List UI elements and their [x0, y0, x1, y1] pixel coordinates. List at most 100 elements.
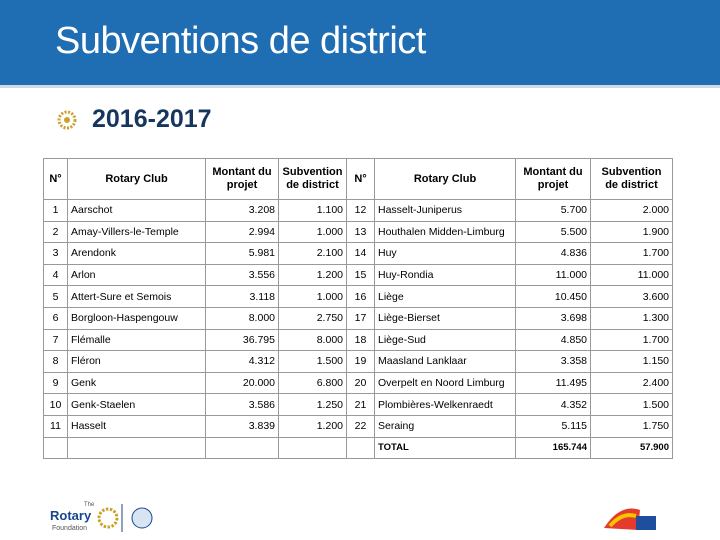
- header-bar: [0, 0, 720, 88]
- table-cell: 15: [346, 263, 375, 287]
- table-row: 4 Arlon 3.556 1.200 15 Huy-Rondia 11.000 11.000: [43, 263, 673, 287]
- table-row: 8 Fléron 4.312 1.500 19 Maasland Lanklaar 3.35…: [43, 350, 673, 373]
- table-row: 5 Attert-Sure et Semois 3.118 1.000 16 Liège 1…: [43, 285, 673, 308]
- table-cell: 6: [43, 306, 68, 330]
- table-row: 11 Hasselt 3.839 1.200 22 Seraing 5.115 1.750: [43, 414, 673, 438]
- table-cell: 3.118: [205, 285, 279, 308]
- column-header: Subvention de district: [590, 158, 673, 200]
- table-cell: 14: [346, 242, 375, 265]
- table-cell: 5.700: [515, 199, 591, 222]
- table-cell: 1.750: [590, 414, 673, 438]
- table-cell: 8: [43, 350, 68, 373]
- table-cell: 18: [346, 328, 375, 352]
- logo-text: Foundation: [52, 525, 87, 532]
- table-row: 6 Borgloon-Haspengouw 8.000 2.750 17 Liège-Bi…: [43, 306, 673, 330]
- table-cell: Huy: [374, 242, 516, 265]
- table-cell: 2: [43, 220, 68, 244]
- logo-text: Rotary: [50, 508, 92, 523]
- table-cell: 8.000: [205, 306, 279, 330]
- empty-cell: [205, 436, 279, 460]
- table-cell: Borgloon-Haspengouw: [67, 306, 206, 330]
- table-cell: Seraing: [374, 414, 516, 438]
- table-cell: 6.800: [278, 371, 347, 395]
- table-cell: 1.700: [590, 242, 673, 265]
- table-cell: 17: [346, 306, 375, 330]
- table-cell: 3.208: [205, 199, 279, 222]
- table-cell: 12: [346, 199, 375, 222]
- table-cell: 1.200: [278, 414, 347, 438]
- district-logo: [604, 508, 656, 530]
- table-cell: 3.358: [515, 350, 591, 373]
- column-header: N°: [43, 158, 68, 200]
- table-cell: 3.586: [205, 393, 279, 416]
- table-cell: 1.500: [590, 393, 673, 416]
- table-cell: 3.698: [515, 306, 591, 330]
- table-cell: 1.100: [278, 199, 347, 222]
- table-cell: 1.250: [278, 393, 347, 416]
- table-cell: Plombières-Welkenraedt: [374, 393, 516, 416]
- table-cell: Liège-Sud: [374, 328, 516, 352]
- table-cell: 3.839: [205, 414, 279, 438]
- column-header: Rotary Club: [67, 158, 206, 200]
- total-cell: 57.900: [590, 436, 673, 460]
- table-cell: Liège: [374, 285, 516, 308]
- table-cell: 20.000: [205, 371, 279, 395]
- table-cell: 1.500: [278, 350, 347, 373]
- table-cell: 1.200: [278, 263, 347, 287]
- table-cell: 5: [43, 285, 68, 308]
- table-cell: 5.981: [205, 242, 279, 265]
- table-cell: 7: [43, 328, 68, 352]
- table-cell: Attert-Sure et Semois: [67, 285, 206, 308]
- table-cell: 1.900: [590, 220, 673, 244]
- table-cell: Hasselt: [67, 414, 206, 438]
- table-cell: 3.600: [590, 285, 673, 308]
- table-cell: Arendonk: [67, 242, 206, 265]
- table-cell: Genk: [67, 371, 206, 395]
- table-cell: 1.000: [278, 220, 347, 244]
- total-cell: 165.744: [515, 436, 591, 460]
- total-row: TOTAL 165.744 57.900: [43, 436, 673, 460]
- table-cell: 3: [43, 242, 68, 265]
- column-header: Montant du projet: [205, 158, 279, 200]
- empty-cell: [278, 436, 347, 460]
- empty-cell: [67, 436, 206, 460]
- table-cell: Overpelt en Noord Limburg: [374, 371, 516, 395]
- table-row: 1 Aarschot 3.208 1.100 12 Hasselt-Juniperus 5.…: [43, 199, 673, 222]
- table-cell: Liège-Bierset: [374, 306, 516, 330]
- table-cell: Aarschot: [67, 199, 206, 222]
- table-cell: 11.000: [515, 263, 591, 287]
- table-cell: Houthalen Midden-Limburg: [374, 220, 516, 244]
- table-cell: 4: [43, 263, 68, 287]
- table-cell: 2.100: [278, 242, 347, 265]
- table-cell: 4.850: [515, 328, 591, 352]
- rotary-bullet: [57, 110, 77, 130]
- empty-cell: [43, 436, 68, 460]
- table-row: 7 Flémalle 36.795 8.000 18 Liège-Sud 4.850 1.70…: [43, 328, 673, 352]
- table-cell: 21: [346, 393, 375, 416]
- column-header: Subvention de district: [278, 158, 347, 200]
- table-cell: 13: [346, 220, 375, 244]
- table-cell: 4.836: [515, 242, 591, 265]
- table-cell: Arlon: [67, 263, 206, 287]
- table-cell: Amay-Villers-le-Temple: [67, 220, 206, 244]
- table-cell: Genk-Staelen: [67, 393, 206, 416]
- grants-table: N° Rotary Club Montant du projet Subvention…: [43, 158, 673, 460]
- table-cell: 22: [346, 414, 375, 438]
- table-cell: 5.115: [515, 414, 591, 438]
- table-cell: 4.312: [205, 350, 279, 373]
- table-cell: 1: [43, 199, 68, 222]
- table-cell: 2.000: [590, 199, 673, 222]
- table-cell: 1.700: [590, 328, 673, 352]
- table-cell: Flémalle: [67, 328, 206, 352]
- empty-cell: [346, 436, 375, 460]
- column-header: N°: [346, 158, 375, 200]
- table-cell: Fléron: [67, 350, 206, 373]
- table-cell: 8.000: [278, 328, 347, 352]
- rotary-foundation-logo: The Rotary Foundation: [50, 502, 153, 532]
- table-row: 3 Arendonk 5.981 2.100 14 Huy 4.836 1.700: [43, 242, 673, 265]
- table-cell: 4.352: [515, 393, 591, 416]
- column-header: Rotary Club: [374, 158, 516, 200]
- table-cell: 11: [43, 414, 68, 438]
- table-row: 9 Genk 20.000 6.800 20 Overpelt en Noord Limb…: [43, 371, 673, 395]
- table-cell: Huy-Rondia: [374, 263, 516, 287]
